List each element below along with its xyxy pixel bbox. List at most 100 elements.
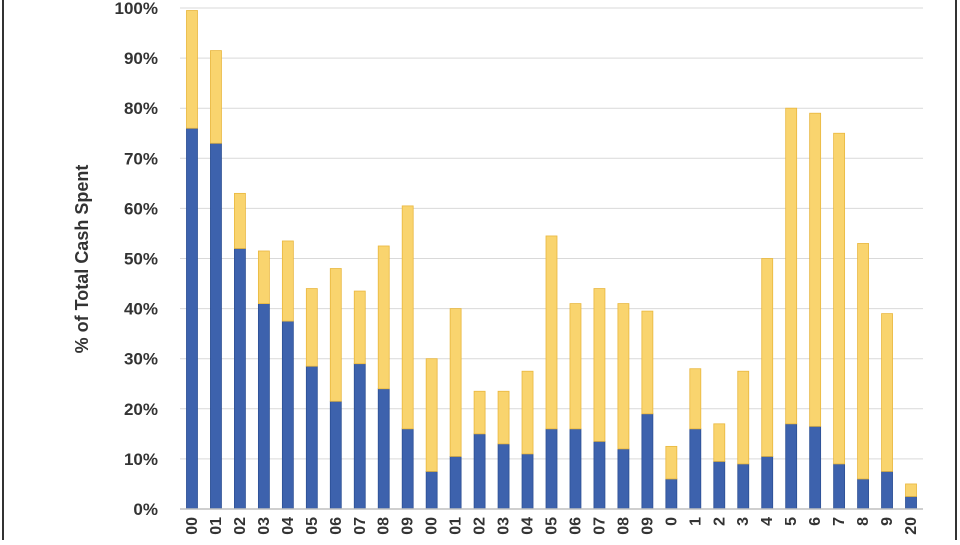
x-tick-label: 01 xyxy=(448,517,465,535)
x-tick-label: 0 xyxy=(663,517,680,526)
x-tick-label: 03 xyxy=(496,517,513,535)
bar-segment xyxy=(377,388,390,510)
bar-segment xyxy=(257,250,270,304)
bar-segment xyxy=(186,127,198,510)
bar-segment xyxy=(234,192,246,249)
x-tick-label: 3 xyxy=(735,517,752,526)
bar-segment xyxy=(473,433,486,510)
x-tick-label: 08 xyxy=(615,517,632,535)
bar-segment xyxy=(785,423,798,510)
bar-segment xyxy=(449,308,462,457)
x-tick-label: 5 xyxy=(783,517,800,526)
bar-segment xyxy=(737,463,750,510)
x-tick-label: 01 xyxy=(208,517,225,535)
y-tick-label: 10% xyxy=(124,450,158,469)
x-tick-label: 05 xyxy=(304,517,321,535)
bar-segment xyxy=(617,448,630,510)
bar-segment xyxy=(569,303,582,430)
x-tick-label: 6 xyxy=(807,517,824,526)
bar-segment xyxy=(857,243,869,480)
x-tick-label: 06 xyxy=(328,517,345,535)
bar-segment xyxy=(425,471,438,510)
y-tick-label: 50% xyxy=(124,250,158,269)
bar-segment xyxy=(713,423,726,462)
bar-segment xyxy=(545,428,558,510)
bar-segment xyxy=(713,461,726,510)
x-tick-label: 4 xyxy=(759,517,776,526)
bar-segment xyxy=(833,132,846,465)
x-tick-label: 2 xyxy=(711,517,728,526)
bars xyxy=(186,10,917,510)
bar-segment xyxy=(377,245,390,390)
bar-segment xyxy=(665,478,678,510)
x-tick-label: 08 xyxy=(376,517,393,535)
bar-segment xyxy=(689,368,702,430)
x-tick-label: 00 xyxy=(424,517,441,535)
x-tick-label: 03 xyxy=(256,517,273,535)
y-tick-label: 80% xyxy=(124,99,158,118)
bar-segment xyxy=(353,290,366,365)
bar-segment xyxy=(905,483,917,497)
x-tick-label: 05 xyxy=(544,517,561,535)
bar-segment xyxy=(665,445,678,480)
y-tick-label: 20% xyxy=(124,400,158,419)
bar-segment xyxy=(257,303,270,510)
x-tick-label: 1 xyxy=(687,517,704,526)
x-tick-label: 06 xyxy=(567,517,584,535)
bar-segment xyxy=(641,310,654,415)
x-tick-label: 8 xyxy=(855,517,872,526)
x-tick-label: 02 xyxy=(232,517,249,535)
bar-segment xyxy=(641,413,654,510)
x-tick-label: 20 xyxy=(903,517,920,535)
bar-segment xyxy=(329,268,342,402)
bar-segment xyxy=(425,358,438,472)
bar-segment xyxy=(737,370,750,465)
x-tick-label: 02 xyxy=(472,517,489,535)
y-tick-label: 60% xyxy=(124,199,158,218)
bar-segment xyxy=(761,455,774,510)
bar-segment xyxy=(497,390,510,445)
bar-segment xyxy=(593,288,606,442)
y-tick-labels: 0% 10% 20% 30% 40% 50% 60% 70% 80% 90% 100% xyxy=(115,0,158,519)
bar-segment xyxy=(281,320,294,510)
y-tick-label: 30% xyxy=(124,350,158,369)
x-tick-labels: 00 01 02 03 04 05 06 07 08 09 00 01 02 03 04 05 06 07 08 09… xyxy=(184,517,920,535)
x-tick-label: 09 xyxy=(639,517,656,535)
x-tick-label: 7 xyxy=(831,517,848,526)
bar-segment xyxy=(689,428,702,510)
x-tick-label: 07 xyxy=(352,517,369,535)
bar-segment xyxy=(761,258,774,457)
x-tick-label: 9 xyxy=(879,517,896,526)
y-tick-label: 40% xyxy=(124,300,158,319)
bar-segment xyxy=(329,400,342,510)
bar-segment xyxy=(569,428,582,510)
bar-segment xyxy=(833,463,846,510)
y-axis-label: % of Total Cash Spent xyxy=(72,165,92,354)
bar-segment xyxy=(401,428,414,510)
bar-segment xyxy=(617,303,630,450)
bar-segment xyxy=(401,205,414,430)
y-tick-label: 100% xyxy=(115,0,158,18)
bar-segment xyxy=(905,496,917,510)
bar-segment xyxy=(545,235,558,430)
bar-segment xyxy=(881,471,893,510)
bar-segment xyxy=(281,240,294,322)
bar-segment xyxy=(305,288,318,367)
y-tick-label: 0% xyxy=(133,500,158,519)
bar-segment xyxy=(857,478,869,510)
bar-segment xyxy=(353,363,366,510)
x-tick-label: 07 xyxy=(591,517,608,535)
bar-segment xyxy=(809,425,822,510)
bar-segment xyxy=(809,112,822,427)
x-tick-label: 09 xyxy=(400,517,417,535)
x-tick-label: 00 xyxy=(184,517,201,535)
bar-segment xyxy=(449,455,462,510)
bar-segment xyxy=(305,365,318,510)
bar-segment xyxy=(210,142,222,510)
bar-segment xyxy=(785,107,798,425)
bar-segment xyxy=(521,453,534,510)
bar-segment xyxy=(473,390,486,435)
